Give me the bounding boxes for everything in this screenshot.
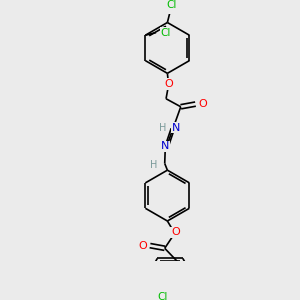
Text: O: O bbox=[164, 79, 173, 89]
Text: H: H bbox=[150, 160, 158, 170]
Text: N: N bbox=[161, 141, 170, 152]
Text: O: O bbox=[171, 227, 180, 237]
Text: H: H bbox=[159, 123, 166, 133]
Text: Cl: Cl bbox=[166, 0, 177, 10]
Text: O: O bbox=[138, 241, 147, 250]
Text: Cl: Cl bbox=[158, 292, 168, 300]
Text: Cl: Cl bbox=[160, 28, 171, 38]
Text: N: N bbox=[172, 123, 180, 133]
Text: O: O bbox=[199, 99, 207, 109]
